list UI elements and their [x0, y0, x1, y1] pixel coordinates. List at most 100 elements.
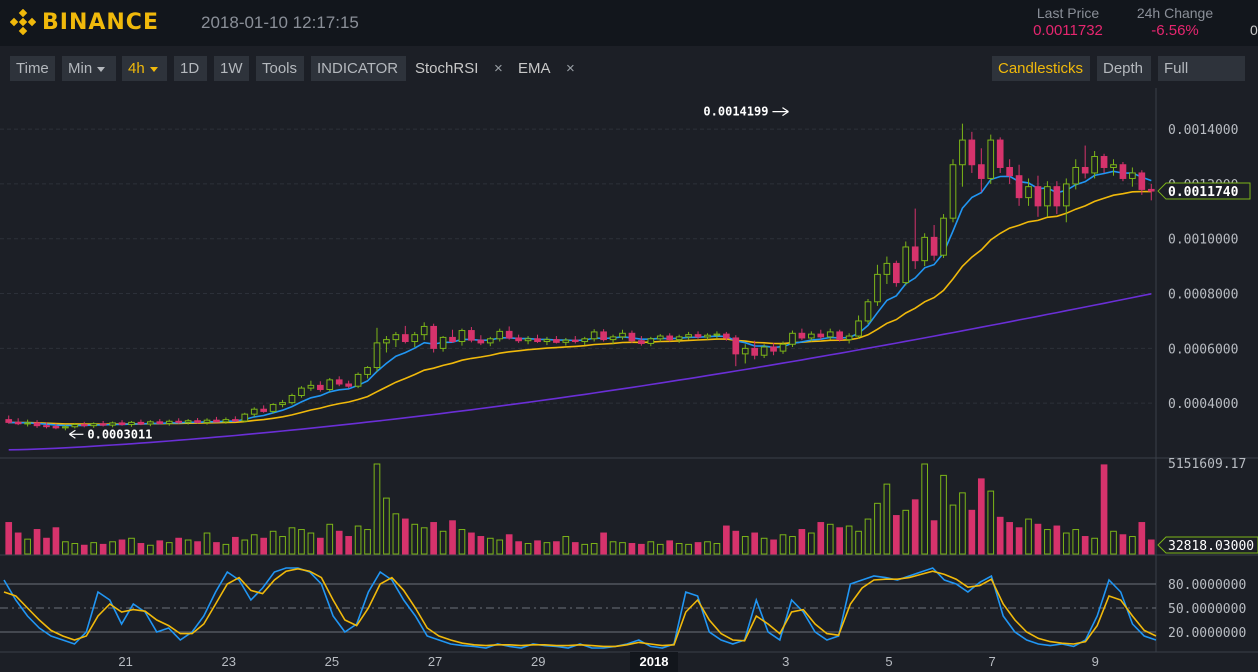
price-grid — [0, 88, 1258, 672]
candle-body — [1081, 166, 1089, 174]
candle — [5, 415, 13, 424]
volume-bar — [770, 539, 777, 555]
volume-bar — [269, 530, 277, 555]
volume-bar — [477, 536, 485, 555]
last-price-label: Last Price — [1036, 5, 1100, 21]
ema-close-icon[interactable]: × — [566, 60, 575, 77]
candle-body — [921, 236, 928, 262]
volume-bar — [524, 543, 532, 555]
price-tick-label: 0.0014000 — [1168, 123, 1238, 138]
candle-body — [90, 423, 98, 427]
volume-bar — [1100, 464, 1108, 555]
candle — [1044, 181, 1051, 217]
tools-button[interactable]: Tools — [256, 56, 304, 81]
candle-body — [175, 420, 183, 423]
stochrsi-close-icon[interactable]: × — [494, 60, 503, 77]
candle — [836, 329, 844, 342]
volume-bar — [515, 541, 522, 555]
candle-body — [675, 336, 683, 341]
volume-bar — [468, 532, 475, 555]
candle-body — [1129, 172, 1136, 179]
candle-body — [439, 336, 447, 349]
depth-button[interactable]: Depth — [1097, 56, 1151, 81]
candle — [581, 336, 589, 346]
ema-indicator-label[interactable]: EMA — [518, 60, 551, 77]
volume-bar — [845, 525, 853, 555]
volume-bar — [373, 463, 381, 555]
candle-body — [987, 139, 995, 179]
volume-bar — [534, 540, 541, 555]
volume-bar — [713, 543, 721, 555]
stochrsi-tick-label: 50.0000000 — [1168, 602, 1246, 617]
candle — [855, 315, 862, 339]
year-label-background — [630, 652, 678, 672]
candle-body — [354, 373, 362, 387]
fullscreen-button[interactable]: Full Screen — [1158, 56, 1245, 102]
candle-body — [411, 334, 419, 343]
candle-body — [760, 346, 768, 356]
last-price-stat: Last Price 0.0011732 — [1028, 5, 1108, 39]
volume-bar — [1138, 522, 1146, 555]
volume-pane: 5151609.17 32818.03000 — [0, 457, 1258, 556]
min-dropdown[interactable]: Min — [62, 56, 116, 81]
candle-body — [619, 332, 626, 338]
time-tick-label: 3 — [782, 654, 789, 669]
volume-bar — [241, 539, 249, 555]
volume-bar — [279, 536, 286, 555]
candle — [24, 419, 31, 427]
candle-body — [118, 422, 126, 426]
binance-logo[interactable]: BINANCE — [10, 7, 159, 37]
price-axis: 0.00140000.00120000.00100000.00080000.00… — [1168, 123, 1238, 412]
volume-max-label: 5151609.17 — [1168, 457, 1246, 472]
volume-bar — [5, 522, 13, 555]
volume-bar — [562, 536, 570, 555]
time-button[interactable]: Time — [10, 56, 55, 81]
candle — [977, 148, 985, 193]
interval-4h-dropdown[interactable]: 4h — [122, 56, 167, 81]
candle — [619, 329, 626, 340]
volume-bar — [118, 539, 126, 555]
volume-bar — [1025, 518, 1032, 555]
candle — [789, 330, 796, 347]
current-price-label: 0.0011740 — [1168, 185, 1239, 200]
candle — [468, 326, 475, 343]
trading-chart[interactable]: 0.00140000.00120000.00100000.00080000.00… — [0, 88, 1258, 672]
volume-bar — [345, 536, 352, 555]
candle-body — [307, 384, 315, 389]
candle — [279, 399, 286, 408]
volume-bar — [392, 513, 400, 555]
candle — [477, 335, 485, 346]
interval-1w-button[interactable]: 1W — [214, 56, 249, 81]
volume-bar — [543, 542, 551, 555]
volume-bar — [420, 527, 428, 555]
candle — [90, 422, 98, 428]
candle-body — [505, 330, 513, 339]
candle — [685, 331, 692, 340]
brand-name: BINANCE — [42, 9, 159, 35]
time-tick-label: 9 — [1092, 654, 1099, 669]
candle — [1072, 159, 1080, 190]
candle — [656, 334, 664, 342]
candle-body — [392, 334, 400, 341]
candle — [1062, 178, 1070, 223]
candle — [571, 336, 579, 344]
interval-1d-button[interactable]: 1D — [174, 56, 207, 81]
candle — [43, 422, 50, 429]
candle-body — [826, 331, 834, 338]
volume-bar — [959, 492, 966, 555]
candle — [316, 381, 324, 392]
candle-body — [1110, 164, 1117, 168]
volume-bar — [874, 502, 881, 555]
candle — [250, 407, 258, 417]
candle — [911, 208, 919, 269]
candle-body — [156, 421, 164, 424]
volume-bar — [855, 530, 862, 555]
candlesticks-button[interactable]: Candlesticks — [992, 56, 1090, 81]
candle-body — [741, 347, 749, 355]
indicator-button[interactable]: INDICATOR — [311, 56, 406, 81]
candle-body — [14, 421, 22, 425]
stochrsi-indicator-label[interactable]: StochRSI — [415, 60, 479, 77]
header-bar: BINANCE 2018-01-10 12:17:15 Last Price 0… — [0, 0, 1258, 46]
candle — [496, 328, 504, 342]
candle — [940, 214, 947, 258]
